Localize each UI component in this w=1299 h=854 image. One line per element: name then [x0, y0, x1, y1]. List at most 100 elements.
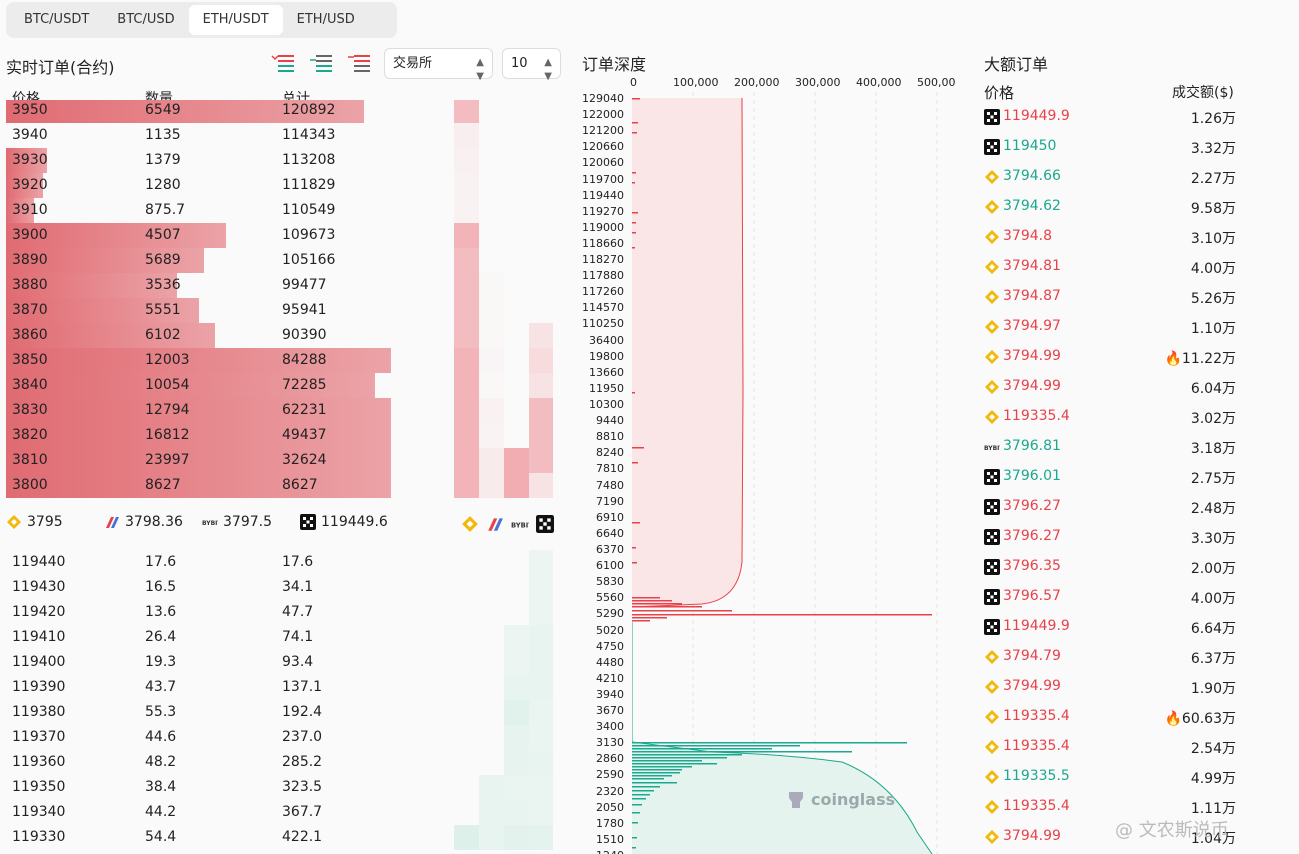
ask-qty: 1280 — [145, 177, 181, 193]
exchange-price: 3795 — [27, 514, 63, 530]
ask-row[interactable]: 3930 1379 113208 — [6, 148, 556, 173]
ask-qty: 3536 — [145, 277, 181, 293]
ask-row[interactable]: 3830 12794 62231 — [6, 398, 556, 423]
view-asks-icon[interactable] — [346, 52, 372, 74]
heat-cell — [479, 273, 504, 298]
bid-row[interactable]: 119420 13.6 47.7 — [6, 600, 556, 625]
big-order-row[interactable]: 119335.4 🔥60.63万 — [984, 703, 1236, 733]
big-order-row[interactable]: 3794.99 1.90万 — [984, 673, 1236, 703]
big-order-row[interactable]: 3794.81 4.00万 — [984, 253, 1236, 283]
ask-row[interactable]: 3920 1280 111829 — [6, 173, 556, 198]
big-order-row[interactable]: 3796.57 4.00万 — [984, 583, 1236, 613]
ask-price: 3870 — [12, 302, 48, 318]
big-order-row[interactable]: 119335.4 2.54万 — [984, 733, 1236, 763]
bitmex-filter-button[interactable] — [485, 514, 504, 533]
exchange-select[interactable]: 交易所 ▲ ▼ — [384, 48, 493, 82]
big-order-row[interactable]: 119335.5 4.99万 — [984, 763, 1236, 793]
big-order-value: 4.00万 — [1191, 258, 1236, 278]
heat-cell — [529, 473, 553, 498]
ask-row[interactable]: 3810 23997 32624 — [6, 448, 556, 473]
heat-cell — [529, 825, 553, 850]
y-tick-label: 110250 — [582, 317, 624, 331]
ask-row[interactable]: 3940 1135 114343 — [6, 123, 556, 148]
tab-eth-usd[interactable]: ETH/USD — [296, 12, 355, 27]
bid-row[interactable]: 119430 16.5 34.1 — [6, 575, 556, 600]
ask-row[interactable]: 3900 4507 109673 — [6, 223, 556, 248]
ask-row[interactable]: 3840 10054 72285 — [6, 373, 556, 398]
bybit-filter-button[interactable]: BYBIT — [510, 514, 529, 533]
big-order-row[interactable]: 3794.99 6.04万 — [984, 373, 1236, 403]
svg-text:BYBIT: BYBIT — [202, 520, 218, 527]
tab-eth-usdt[interactable]: ETH/USDT — [188, 5, 283, 35]
big-order-row[interactable]: 3794.62 9.58万 — [984, 193, 1236, 223]
coinglass-text: coinglass — [811, 789, 896, 809]
ask-row[interactable]: 3880 3536 99477 — [6, 273, 556, 298]
y-tick-label: 119270 — [582, 204, 624, 218]
tab-btc-usdt[interactable]: BTC/USDT — [24, 12, 90, 27]
bid-row[interactable]: 119350 38.4 323.5 — [6, 775, 556, 800]
okx-filter-button[interactable] — [535, 514, 554, 533]
big-order-row[interactable]: 3796.01 2.75万 — [984, 463, 1236, 493]
bid-row[interactable]: 119340 44.2 367.7 — [6, 800, 556, 825]
big-order-row[interactable]: 119335.4 3.02万 — [984, 403, 1236, 433]
bid-row[interactable]: 119440 17.6 17.6 — [6, 550, 556, 575]
big-order-row[interactable]: BYBIT3796.81 3.18万 — [984, 433, 1236, 463]
big-order-row[interactable]: 3796.27 2.48万 — [984, 493, 1236, 523]
y-tick-label: 117260 — [582, 285, 624, 299]
big-order-row[interactable]: 3794.66 2.27万 — [984, 163, 1236, 193]
ask-row[interactable]: 3820 16812 49437 — [6, 423, 556, 448]
big-order-value: 4.00万 — [1191, 588, 1236, 608]
big-order-row[interactable]: 3796.27 3.30万 — [984, 523, 1236, 553]
big-order-row[interactable]: 119449.9 1.26万 — [984, 103, 1236, 133]
binance-filter-button[interactable] — [460, 514, 479, 533]
bid-row[interactable]: 119360 48.2 285.2 — [6, 750, 556, 775]
bybit-icon: BYBIT — [984, 445, 1000, 452]
depth-level-select[interactable]: 10 ▲ ▼ — [502, 48, 561, 82]
bid-price: 119430 — [12, 579, 66, 595]
ask-row[interactable]: 3910 875.7 110549 — [6, 198, 556, 223]
big-order-amount: 4.00万 — [1190, 591, 1236, 607]
ask-row[interactable]: 3800 8627 8627 — [6, 473, 556, 498]
ask-row[interactable]: 3870 5551 95941 — [6, 298, 556, 323]
x-tick-label: 500,00 — [917, 76, 956, 89]
heat-cell — [529, 223, 553, 248]
binance-icon — [985, 680, 999, 694]
big-order-price: 3794.99 — [1003, 348, 1061, 364]
big-order-row[interactable]: 119335.4 1.11万 — [984, 793, 1236, 823]
y-tick-label: 7190 — [596, 494, 624, 508]
ask-row[interactable]: 3890 5689 105166 — [6, 248, 556, 273]
y-tick-label: 5830 — [596, 575, 624, 589]
bid-row[interactable]: 119390 43.7 137.1 — [6, 675, 556, 700]
big-order-row[interactable]: 3796.35 2.00万 — [984, 553, 1236, 583]
ask-price: 3840 — [12, 377, 48, 393]
big-order-row[interactable]: 3794.97 1.10万 — [984, 313, 1236, 343]
heat-cell — [454, 323, 479, 348]
big-order-row[interactable]: 119450 3.32万 — [984, 133, 1236, 163]
heat-cell — [504, 825, 529, 850]
bid-row[interactable]: 119370 44.6 237.0 — [6, 725, 556, 750]
bid-row[interactable]: 119400 19.3 93.4 — [6, 650, 556, 675]
view-both-icon[interactable] — [270, 52, 296, 74]
bid-qty: 44.2 — [145, 804, 177, 820]
big-order-row[interactable]: 3794.99 1.04万 — [984, 823, 1236, 853]
big-order-row[interactable]: 3794.79 6.37万 — [984, 643, 1236, 673]
y-tick-label: 5290 — [596, 607, 624, 621]
exchange-price-item: 3798.36 — [104, 514, 183, 530]
big-order-row[interactable]: 3794.87 5.26万 — [984, 283, 1236, 313]
ask-row[interactable]: 3950 6549 120892 — [6, 100, 556, 123]
bid-qty: 48.2 — [145, 754, 177, 770]
ask-row[interactable]: 3850 12003 84288 — [6, 348, 556, 373]
heat-cell — [529, 373, 553, 398]
bid-row[interactable]: 119410 26.4 74.1 — [6, 625, 556, 650]
big-order-row[interactable]: 119449.9 6.64万 — [984, 613, 1236, 643]
heat-cell — [529, 123, 553, 148]
tab-btc-usd[interactable]: BTC/USD — [117, 12, 175, 27]
bid-total: 74.1 — [282, 629, 314, 645]
bid-row[interactable]: 119380 55.3 192.4 — [6, 700, 556, 725]
big-order-row[interactable]: 3794.99 🔥11.22万 — [984, 343, 1236, 373]
ask-row[interactable]: 3860 6102 90390 — [6, 323, 556, 348]
view-bids-icon[interactable] — [308, 52, 334, 74]
bid-row[interactable]: 119330 54.4 422.1 — [6, 825, 556, 850]
heat-cell — [529, 298, 553, 323]
big-order-row[interactable]: 3794.8 3.10万 — [984, 223, 1236, 253]
